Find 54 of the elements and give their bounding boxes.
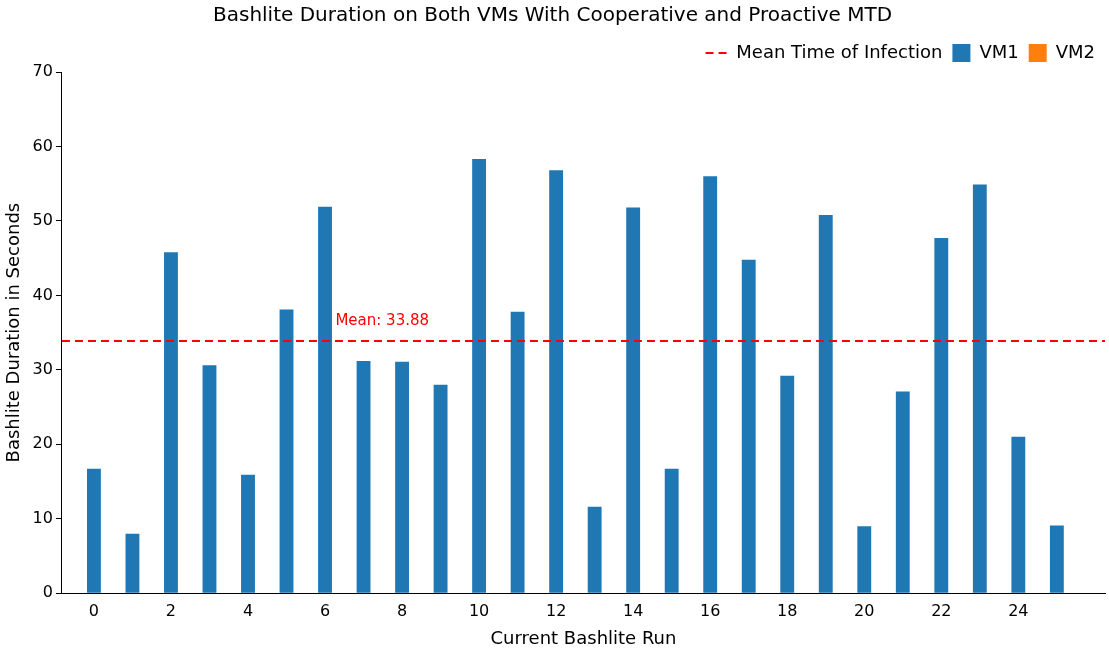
y-tick-label: 0 [42,582,53,602]
y-tick-label: 20 [32,433,53,453]
bar [1049,525,1064,593]
bar [703,176,718,593]
x-tick-label: 12 [545,600,567,620]
legend-label: VM1 [979,40,1019,62]
bar [510,311,525,593]
x-tick-label: 22 [931,600,952,620]
bar [587,506,602,593]
bar [279,309,294,593]
bar [857,526,872,593]
bar [626,207,641,593]
x-tick-label: 2 [165,600,177,620]
bar [125,533,140,593]
x-tick-label: 10 [468,600,490,620]
bar [318,206,332,593]
bar [818,214,833,593]
x-tick-label: 24 [1008,600,1029,620]
bar [741,259,756,593]
x-tick-label: 20 [854,600,875,620]
bar [356,360,371,593]
y-tick-label: 10 [32,507,53,527]
y-axis-title: Bashlite Duration in Seconds [2,202,24,463]
y-tick-label: 60 [32,135,53,155]
x-tick-label: 18 [777,600,798,620]
x-tick-label: 4 [242,600,254,620]
y-tick-label: 50 [32,210,53,230]
bar [164,252,178,593]
x-tick-label: 6 [319,600,331,620]
bar [972,184,987,593]
x-tick-label: 0 [88,600,100,620]
legend-label: VM2 [1055,40,1095,62]
bar [87,468,101,593]
bar [549,170,564,593]
x-axis-title: Current Bashlite Run [490,626,677,648]
bar [472,159,487,593]
bar [664,468,679,593]
legend-label: Mean Time of Infection [736,40,943,62]
bar [780,375,795,593]
x-tick-label: 14 [622,600,644,620]
bar [241,474,255,593]
y-tick-label: 70 [32,61,53,81]
y-tick-label: 40 [32,284,53,304]
bar [202,365,217,593]
bar [433,384,448,593]
annotation: Mean: 33.88 [335,311,430,330]
x-tick-label: 8 [396,600,408,620]
bar [395,361,409,593]
bar [1011,436,1026,593]
bar [895,391,910,593]
chart-title: Bashlite Duration on Both VMs With Cooperative and Proactive MTD [212,2,893,27]
y-tick-label: 30 [32,358,53,378]
x-tick-label: 16 [700,600,721,620]
bar [934,238,949,593]
